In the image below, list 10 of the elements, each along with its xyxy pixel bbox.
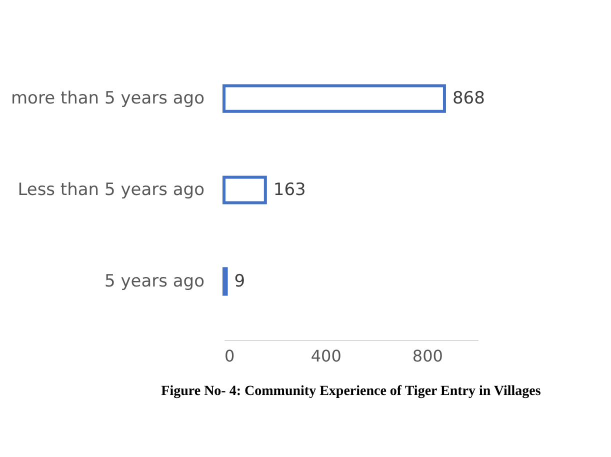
data-label: 868 <box>452 88 485 109</box>
x-tick-label: 800 <box>412 346 443 366</box>
y-tick-label: 5 years ago <box>104 271 204 292</box>
text: Figure No- 4: Community Experience of Tiger Entry in Villages <box>161 384 542 399</box>
x-tick-label: 400 <box>310 346 342 366</box>
x-tick-label: 0 <box>224 346 235 366</box>
data-label: 9 <box>234 271 246 292</box>
y-tick-label: more than 5 years ago <box>11 88 204 109</box>
data-label: 163 <box>273 180 306 200</box>
y-tick-label: Less than 5 years ago <box>18 180 204 200</box>
